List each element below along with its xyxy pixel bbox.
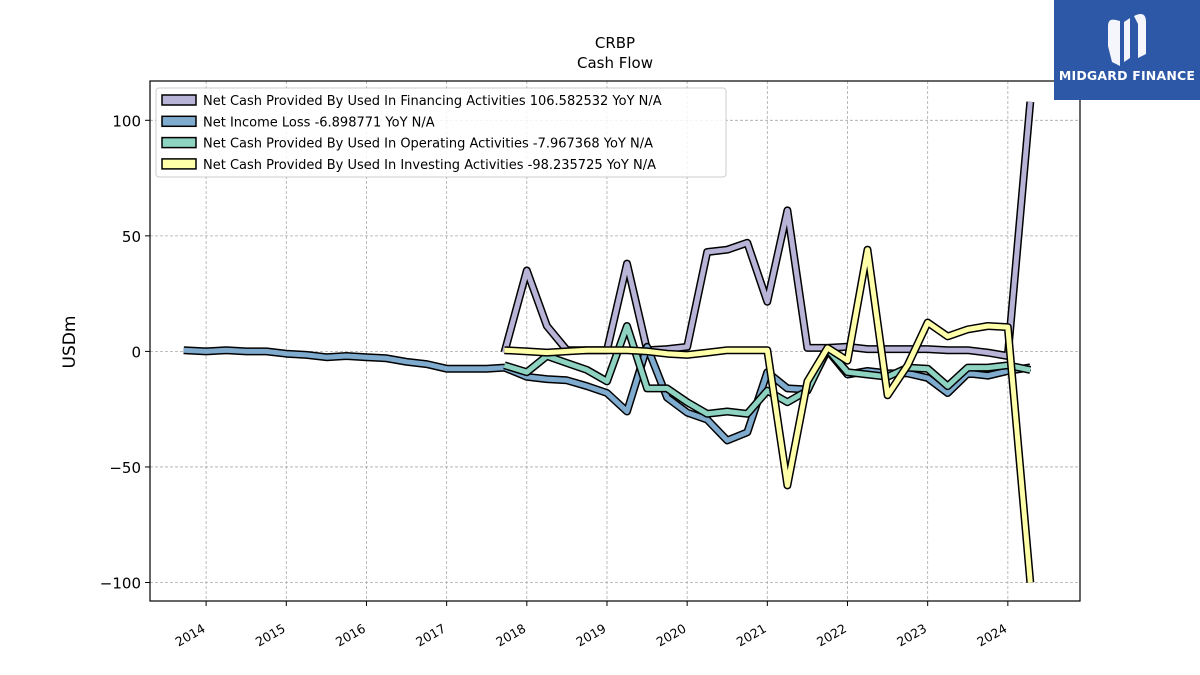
x-tick-label: 2017 [413,621,448,650]
x-tick-label: 2015 [253,621,288,650]
y-tick-label: −100 [100,575,141,593]
y-tick-label: 0 [131,343,141,361]
y-axis-ticks: 100 50 0 −50 −100 [100,112,150,593]
x-tick-label: 2016 [333,621,368,650]
legend-swatch [161,115,197,128]
x-tick-label: 2024 [974,621,1009,650]
x-tick-label: 2019 [573,621,608,650]
legend: Net Cash Provided By Used In Financing A… [155,87,727,178]
legend-box [155,87,727,178]
legend-entry: Net Cash Provided By Used In Operating A… [203,137,653,152]
y-axis-label: USDm [60,316,80,369]
y-tick-label: −50 [109,459,141,477]
legend-entry: Net Cash Provided By Used In Investing A… [203,158,656,173]
legend-entry: Net Income Loss -6.898771 YoY N/A [203,115,435,130]
series-line-2 [503,323,1031,417]
legend-swatch [161,158,197,170]
x-tick-label: 2023 [894,621,929,650]
midgard-finance-logo: MIDGARD FINANCE [1054,0,1200,100]
x-tick-label: 2022 [814,621,849,650]
series-line-3 [504,247,1033,583]
chart-subtitle: Cash Flow [577,54,653,72]
y-tick-label: 100 [112,112,141,130]
x-tick-label: 2021 [734,621,769,650]
x-tick-label: 2020 [654,621,689,650]
midgard-m-logo-icon [1108,14,1146,67]
legend-swatch [161,136,197,149]
legend-swatch [161,94,197,106]
series-lines [183,101,1035,583]
x-tick-label: 2018 [493,621,528,650]
plot-frame [149,80,1081,602]
x-tick-label: 2014 [173,621,208,650]
x-axis-ticks: 2014 2015 2016 2017 2018 2019 2020 2021 2022 2023… [173,601,1009,650]
logo-text: MIDGARD FINANCE [1058,68,1196,83]
y-tick-label: 50 [122,228,141,246]
legend-entry: Net Cash Provided By Used In Financing A… [203,94,662,109]
chart-title: CRBP [595,34,635,52]
